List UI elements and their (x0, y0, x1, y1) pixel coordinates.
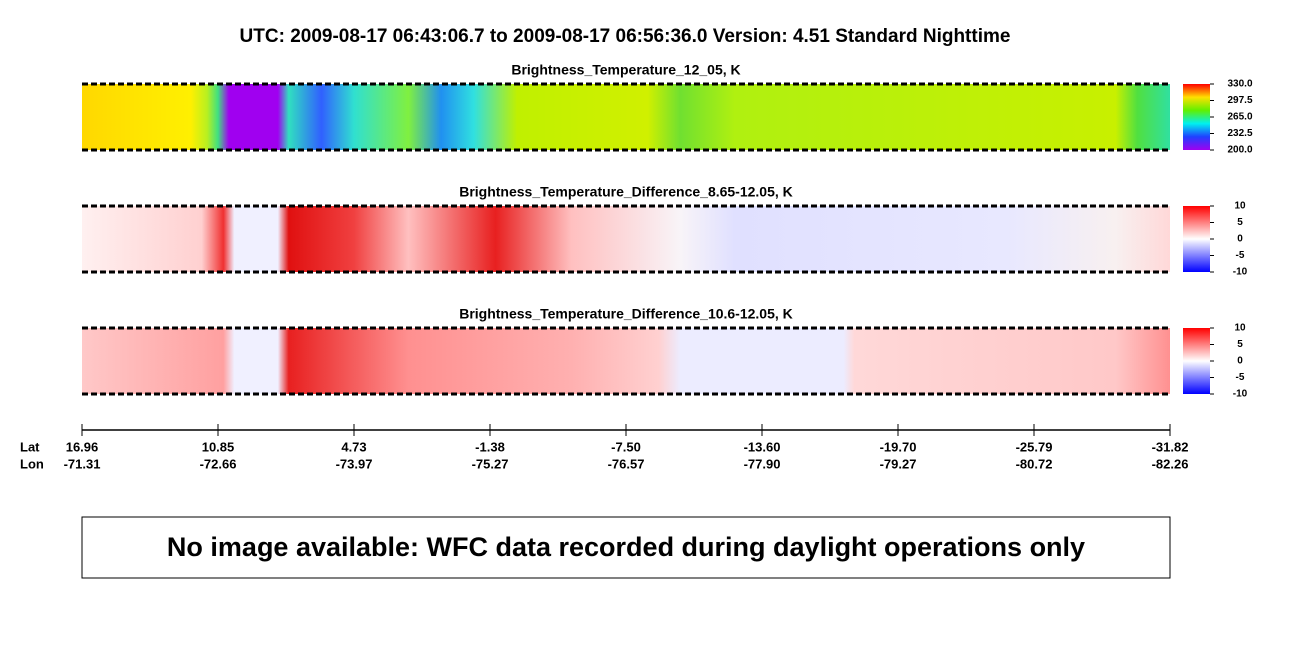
colorbar-label: -5 (1236, 250, 1245, 261)
lat-tick-label: 16.96 (66, 439, 99, 454)
lon-tick-label: -76.57 (608, 456, 645, 471)
colorbar-label: 330.0 (1227, 79, 1252, 90)
colorbar-label: 5 (1237, 217, 1243, 228)
lon-tick-label: -77.90 (744, 456, 781, 471)
colorbar-label: 200.0 (1227, 145, 1252, 156)
colorbar (1183, 84, 1210, 150)
axis-ticks: 16.96 -71.31 10.85 -72.66 4.73 -73.97 -1.38 -75… (64, 424, 1189, 471)
heatmap (82, 328, 1170, 394)
lon-tick-label: -79.27 (880, 456, 917, 471)
colorbar-label: 5 (1237, 339, 1243, 350)
lat-tick-label: -7.50 (611, 439, 641, 454)
colorbar-label: 10 (1234, 323, 1246, 334)
colorbar-label: -5 (1236, 372, 1245, 383)
colorbar (1183, 328, 1210, 394)
heatmap (82, 206, 1170, 272)
lat-tick-label: -31.82 (1152, 439, 1189, 454)
panel-title: Brightness_Temperature_12_05, K (511, 62, 740, 78)
panel-title: Brightness_Temperature_Difference_10.6-1… (459, 306, 793, 322)
panel-title: Brightness_Temperature_Difference_8.65-1… (459, 184, 793, 200)
panels: Brightness_Temperature_12_05, K 330.0 297.… (82, 62, 1253, 400)
lat-tick-label: -1.38 (475, 439, 505, 454)
lon-tick-label: -71.31 (64, 456, 101, 471)
lat-tick-label: 10.85 (202, 439, 235, 454)
lon-tick-label: -82.26 (1152, 456, 1189, 471)
title: UTC: 2009-08-17 06:43:06.7 to 2009-08-17… (240, 26, 1011, 47)
colorbar-label: 10 (1234, 201, 1246, 212)
colorbar-label: -10 (1233, 267, 1248, 278)
colorbar-label: -10 (1233, 389, 1248, 400)
lon-tick-label: -75.27 (472, 456, 509, 471)
lon-tick-label: -73.97 (336, 456, 373, 471)
colorbar-label: 297.5 (1227, 95, 1252, 106)
colorbar-label: 265.0 (1227, 112, 1252, 123)
notice: No image available: WFC data recorded du… (167, 532, 1085, 562)
lat-tick-label: -25.79 (1016, 439, 1053, 454)
lat-tick-label: -13.60 (744, 439, 781, 454)
colorbar-label: 0 (1237, 356, 1243, 367)
lon-tick-label: -80.72 (1016, 456, 1053, 471)
lon-label: Lon (20, 456, 44, 471)
notice-box (81, 516, 1171, 579)
lat-label: Lat (20, 439, 40, 454)
lon-tick-label: -72.66 (200, 456, 237, 471)
lat-tick-label: -19.70 (880, 439, 917, 454)
colorbar (1183, 206, 1210, 272)
heatmap (82, 84, 1170, 150)
colorbar-label: 0 (1237, 234, 1243, 245)
lat-tick-label: 4.73 (341, 439, 366, 454)
colorbar-label: 232.5 (1227, 128, 1252, 139)
